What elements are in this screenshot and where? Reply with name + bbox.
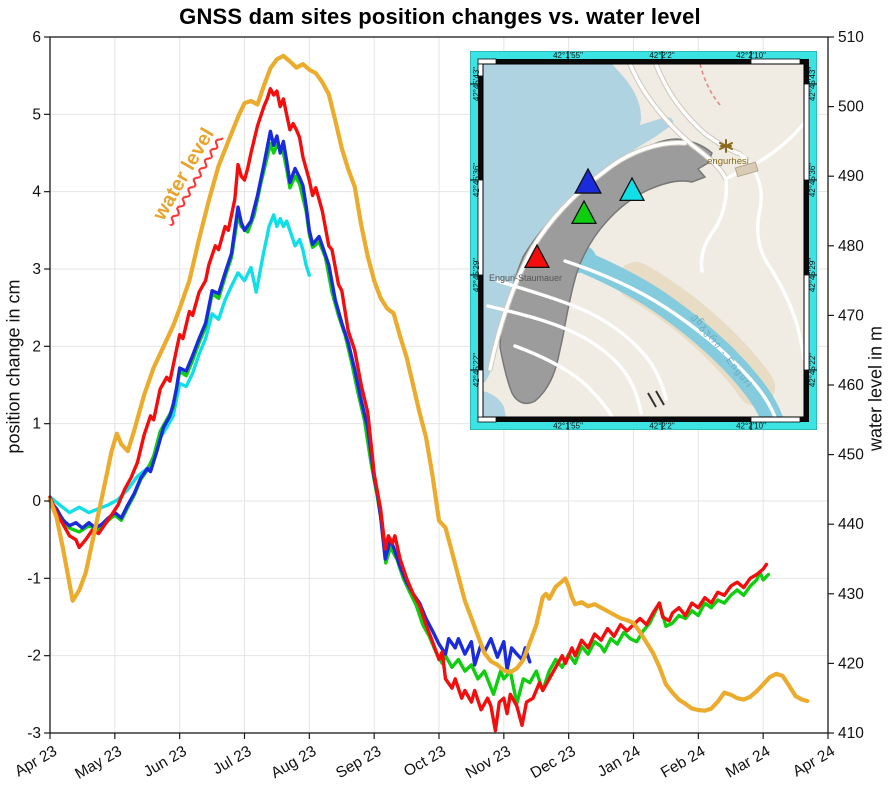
x-tick-label: May 23	[72, 743, 125, 783]
series-site-blue	[48, 129, 532, 672]
map-lat-label-left: 42°45'29"	[472, 258, 481, 292]
x-tick-label: Mar 24	[723, 743, 774, 782]
x-tick-label: Aug 23	[268, 743, 319, 782]
left-tick-label: 6	[32, 29, 41, 46]
map-inner-border	[482, 63, 805, 418]
right-tick-label: 420	[838, 655, 864, 672]
map-lon-label-top: 42°1'55"	[553, 51, 583, 60]
left-tick-label: -1	[27, 570, 41, 587]
map-label-dam: Enguri-Staumauer	[489, 273, 562, 283]
left-tick-label: 4	[32, 184, 41, 201]
series-water-level	[47, 53, 810, 713]
left-tick-label: 5	[32, 106, 41, 123]
map-water-pocket	[483, 391, 506, 417]
x-tick-label: Nov 23	[463, 743, 514, 782]
map-roads	[486, 64, 804, 417]
x-tick-label: Jan 24	[595, 743, 644, 781]
series-site-cyan	[48, 213, 311, 515]
right-tick-label: 450	[838, 447, 864, 464]
right-tick-label: 480	[838, 238, 864, 255]
map-label-village: engurhesi	[707, 156, 749, 167]
chart-title: GNSS dam sites position changes vs. wate…	[179, 4, 701, 29]
left-tick-label: 2	[32, 338, 41, 355]
left-tick-label: 1	[32, 416, 41, 433]
map-lat-label-left: 42°45'43"	[472, 67, 481, 101]
map-site-markers	[523, 167, 646, 269]
map-reservoir	[483, 64, 674, 383]
right-tick-label: 470	[838, 307, 864, 324]
site-marker-blue	[574, 167, 602, 194]
series-site-green	[48, 141, 771, 706]
right-tick-label: 500	[838, 99, 864, 116]
site-marker-green	[570, 199, 598, 225]
right-tick-label: 490	[838, 168, 864, 185]
x-tick-label: Jun 23	[141, 743, 190, 781]
x-tick-label: Dec 23	[528, 743, 579, 782]
right-tick-label: 410	[838, 725, 864, 742]
right-tick-label: 510	[838, 29, 864, 46]
map-cliff-marks	[647, 390, 665, 408]
map-building	[734, 161, 759, 178]
map-lat-label-right: 42°45'36"	[808, 163, 817, 197]
map-lon-label-bottom: 42°1'55"	[553, 422, 583, 431]
x-tick-label: Apr 24	[790, 743, 838, 781]
map-coordinate-labels: 42°1'55" 42°1'55" 42°2'2" 42°2'2" 42°2'10" 42…	[470, 51, 817, 430]
map-lat-label-right: 42°45'43"	[808, 67, 817, 101]
right-tick-label: 430	[838, 586, 864, 603]
left-tick-label: -2	[27, 648, 41, 665]
x-tick-label: Oct 23	[401, 743, 449, 781]
x-tick-label: Apr 23	[12, 743, 60, 781]
map-inset: engurhesi Enguri-Staumauer ენგური - Engu…	[470, 51, 817, 430]
map-lat-label-left: 42°45'22"	[472, 353, 481, 387]
map-lat-label-left: 42°45'36"	[472, 163, 481, 197]
left-tick-label: 3	[32, 261, 41, 278]
site-marker-cyan	[618, 176, 646, 202]
map-lon-label-bottom: 42°2'2"	[649, 422, 675, 431]
x-tick-label: Sep 23	[333, 743, 384, 782]
map-trail	[699, 64, 721, 106]
map-lon-label-top: 42°2'2"	[649, 51, 675, 60]
map-lon-label-bottom: 42°2'10"	[736, 422, 766, 431]
x-tick-label: Feb 24	[658, 743, 709, 782]
right-axis-label: water level in m	[865, 325, 886, 452]
map-lat-label-right: 42°45'29"	[808, 258, 817, 292]
map-lon-label-top: 42°2'10"	[736, 51, 766, 60]
right-tick-label: 460	[838, 377, 864, 394]
left-axis-label: position change in cm	[3, 279, 24, 454]
map-lat-label-right: 42°45'22"	[808, 353, 817, 387]
left-tick-label: -3	[27, 725, 41, 742]
x-tick-label: Jul 23	[210, 743, 254, 778]
viewpoint-star-icon	[719, 139, 733, 153]
series-site-red	[48, 87, 769, 733]
left-tick-label: 0	[32, 493, 41, 510]
right-tick-label: 440	[838, 516, 864, 533]
site-marker-red	[523, 243, 551, 269]
